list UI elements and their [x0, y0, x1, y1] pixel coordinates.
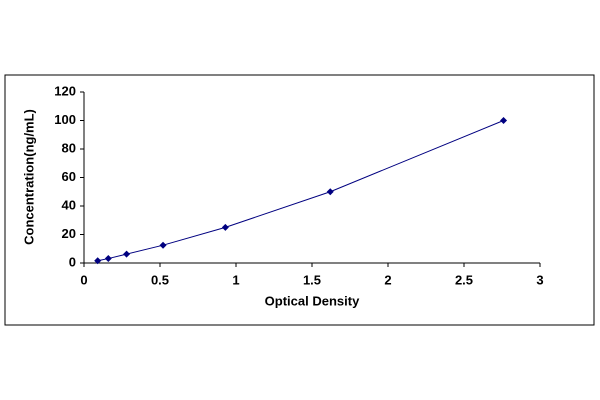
point: [94, 257, 102, 265]
x-tick-label: 1: [232, 272, 239, 287]
y-tick-label: 120: [54, 83, 76, 98]
point: [326, 188, 334, 196]
x-tick-label: 0: [80, 272, 87, 287]
x-tick-label: 3: [536, 272, 543, 287]
curve-line: [97, 120, 504, 262]
x-tick-label: 0.5: [151, 272, 169, 287]
y-tick-label: 0: [69, 254, 76, 269]
x-axis-label: Optical Density: [265, 293, 360, 308]
x-tick-label: 1.5: [303, 272, 321, 287]
y-axis-label: Concentration(ng/mL): [21, 109, 36, 245]
y-tick-label: 80: [62, 140, 76, 155]
y-tick-label: 40: [62, 197, 76, 212]
point: [159, 241, 167, 249]
point: [500, 117, 508, 124]
chart-frame: [4, 74, 595, 326]
x-tick-label: 2.5: [455, 272, 473, 287]
y-tick-label: 100: [54, 112, 76, 127]
y-tick-label: 20: [62, 226, 76, 241]
point: [123, 250, 131, 258]
point: [104, 255, 112, 263]
y-tick-label: 60: [62, 169, 76, 184]
point: [221, 223, 229, 231]
x-tick-label: 2: [384, 272, 391, 287]
